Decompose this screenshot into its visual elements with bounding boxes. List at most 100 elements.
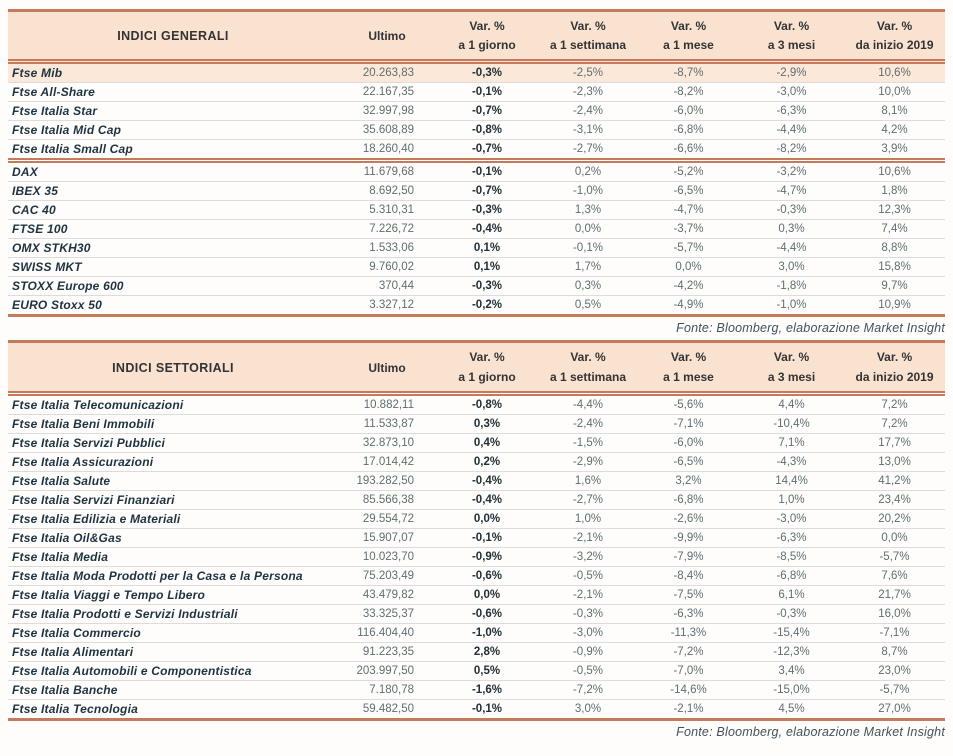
var-1m-cell: -6,3% xyxy=(638,604,739,624)
var-1d-cell: -0,4% xyxy=(436,471,538,491)
var-1w-cell: -0,9% xyxy=(538,642,638,662)
var-ytd-cell: 27,0% xyxy=(878,702,911,715)
var-1d-cell: 0,2% xyxy=(436,452,538,472)
index-name-cell: Ftse Italia Banche xyxy=(8,680,338,700)
var-1d-cell: -0,1% xyxy=(471,702,503,715)
var-1d-cell: -0,3% xyxy=(436,61,538,84)
index-name-cell: Ftse Italia Star xyxy=(8,101,338,122)
index-row: Ftse Italia Oil&Gas 15.907,07 -0,1% -2,1% -9… xyxy=(8,528,945,548)
index-name-cell: Ftse Italia Media xyxy=(8,547,338,567)
index-name-cell: FTSE 100 xyxy=(8,219,338,240)
var-ytd-cell: 7,2% xyxy=(844,393,945,415)
var-1w-cell: 0,2% xyxy=(538,158,638,183)
index-name-cell: Ftse Italia Assicurazioni xyxy=(8,452,338,472)
var-1w-cell: -0,5% xyxy=(538,661,638,681)
var-3m-cell: -10,4% xyxy=(739,414,844,434)
var-1w-cell: 0,0% xyxy=(538,219,638,240)
var-ytd-cell: 41,2% xyxy=(844,471,945,491)
var-1d-cell: -0,1% xyxy=(436,528,538,548)
var-ytd-cell: -5,7% xyxy=(844,547,945,567)
var-3m-cell: 1,0% xyxy=(739,490,844,510)
var-1d-cell: -0,1% xyxy=(436,158,538,183)
var-1m-cell: 0,0% xyxy=(638,257,739,278)
var-1m-cell: -7,0% xyxy=(638,661,739,681)
var-1m-cell: -5,2% xyxy=(638,158,739,183)
var-3m-cell: -0,3% xyxy=(739,200,844,221)
var-1w-cell: -2,3% xyxy=(538,82,638,103)
indici-settoriali-body: Ftse Italia Telecomunicazioni 10.882,11 -0… xyxy=(8,393,945,719)
var-3m-cell: -8,5% xyxy=(739,547,844,567)
var-1d-cell: -0,3% xyxy=(436,200,538,221)
var-ytd-cell: 9,7% xyxy=(844,276,945,297)
ultimo-cell: 20.263,83 xyxy=(338,61,436,84)
var-1m-cell: -4,9% xyxy=(673,299,704,312)
column-header-var-1m: Var. % a 1 mese xyxy=(638,341,739,396)
var-1d-cell: 0,0% xyxy=(436,509,538,529)
var-ytd-cell: 7,2% xyxy=(844,414,945,434)
ultimo-cell: 10.882,11 xyxy=(338,393,436,415)
index-row: Ftse Italia Servizi Pubblici 32.873,10 0,4… xyxy=(8,433,945,453)
index-name-cell: STOXX Europe 600 xyxy=(8,276,338,297)
index-name-cell: EURO Stoxx 50 xyxy=(12,298,102,313)
var-1d-cell: 0,4% xyxy=(436,433,538,453)
var-1d-cell: -0,9% xyxy=(436,547,538,567)
var-1d-cell: -0,4% xyxy=(436,490,538,510)
var-3m-cell: -6,3% xyxy=(739,528,844,548)
var-1w-cell: 1,3% xyxy=(538,200,638,221)
var-1w-cell: -2,7% xyxy=(538,139,638,162)
var-3m-cell: -4,3% xyxy=(739,452,844,472)
source-note: Fonte: Bloomberg, elaborazione Market In… xyxy=(676,724,945,739)
ultimo-cell: 10.023,70 xyxy=(338,547,436,567)
ultimo-cell: 7.180,78 xyxy=(338,680,436,700)
var-1m-cell: -3,7% xyxy=(638,219,739,240)
var-3m-cell: 4,4% xyxy=(739,393,844,415)
var-1m-cell: 3,2% xyxy=(638,471,739,491)
index-name-cell: Ftse Italia Viaggi e Tempo Libero xyxy=(8,585,338,605)
index-name-cell: Ftse Italia Tecnologia xyxy=(12,701,138,716)
var-3m-cell: -8,2% xyxy=(739,139,844,162)
var-1w-cell: 0,5% xyxy=(574,299,602,312)
table-title: INDICI SETTORIALI xyxy=(8,341,338,396)
index-name-cell: Ftse Italia Oil&Gas xyxy=(8,528,338,548)
ultimo-cell: 193.282,50 xyxy=(338,471,436,491)
var-1w-cell: 0,3% xyxy=(538,276,638,297)
var-1w-cell: -2,5% xyxy=(538,61,638,84)
var-1m-cell: -7,5% xyxy=(638,585,739,605)
var-1m-cell: -7,1% xyxy=(638,414,739,434)
index-row: Ftse Italia Small Cap 18.260,40 -0,7% -2,7%… xyxy=(8,139,945,162)
ultimo-cell: 116.404,40 xyxy=(338,623,436,643)
table-title: INDICI GENERALI xyxy=(8,10,338,65)
index-row: Ftse Italia Star 32.997,98 -0,7% -2,4% -6,0%… xyxy=(8,101,945,122)
column-header-var-1w: Var. % a 1 settimana xyxy=(538,341,638,396)
var-3m-cell: -3,0% xyxy=(739,509,844,529)
index-name-cell: Ftse Italia Automobili e Componentistica xyxy=(8,661,338,681)
var-ytd-cell: 3,9% xyxy=(844,139,945,162)
index-name-cell: CAC 40 xyxy=(8,200,338,221)
var-3m-cell: -4,4% xyxy=(739,238,844,259)
ultimo-cell: 203.997,50 xyxy=(338,661,436,681)
ultimo-cell: 59.482,50 xyxy=(362,702,414,715)
ultimo-cell: 35.608,89 xyxy=(338,120,436,141)
var-3m-cell: -2,9% xyxy=(739,61,844,84)
var-ytd-cell: 10,6% xyxy=(844,61,945,84)
ultimo-cell: 8.692,50 xyxy=(338,181,436,202)
ultimo-cell: 11.533,87 xyxy=(338,414,436,434)
index-row: Ftse Italia Banche 7.180,78 -1,6% -7,2% -14,… xyxy=(8,680,945,700)
var-1d-cell: -0,7% xyxy=(436,101,538,122)
column-header-var-1d: Var. % a 1 giorno xyxy=(436,10,538,65)
column-header-ultimo: Ultimo xyxy=(338,10,436,65)
var-ytd-cell: -5,7% xyxy=(844,680,945,700)
var-1m-cell: -5,7% xyxy=(638,238,739,259)
indici-generali-body: Ftse Mib 20.263,83 -0,3% -2,5% -8,7% -2,9% 10,… xyxy=(8,61,945,316)
index-name-cell: Ftse Italia Servizi Pubblici xyxy=(8,433,338,453)
var-1m-cell: -4,7% xyxy=(638,200,739,221)
var-1w-cell: 1,0% xyxy=(538,509,638,529)
column-header-var-1w: Var. % a 1 settimana xyxy=(538,10,638,65)
index-row: Ftse Italia Salute 193.282,50 -0,4% 1,6% 3,2… xyxy=(8,471,945,491)
var-ytd-cell: 4,2% xyxy=(844,120,945,141)
column-header-ultimo: Ultimo xyxy=(338,341,436,396)
index-row: SWISS MKT 9.760,02 0,1% 1,7% 0,0% 3,0% 15,8% xyxy=(8,257,945,278)
var-1w-cell: 1,7% xyxy=(538,257,638,278)
var-1m-cell: -8,7% xyxy=(638,61,739,84)
index-name-cell: Ftse Italia Small Cap xyxy=(8,139,338,162)
